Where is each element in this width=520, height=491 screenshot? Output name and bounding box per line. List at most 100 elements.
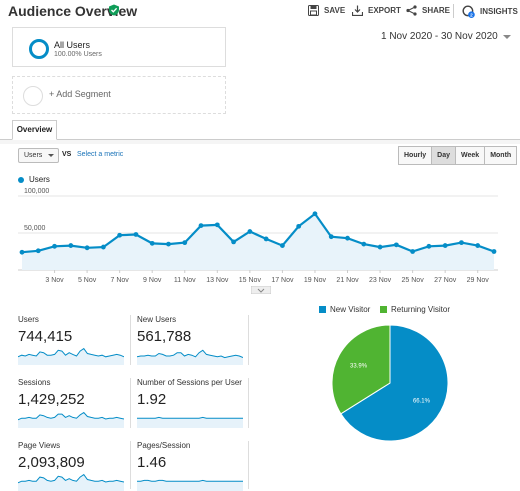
users-area xyxy=(22,213,494,270)
sparkline-area xyxy=(18,348,124,365)
pie-slice[interactable] xyxy=(340,324,449,442)
data-point[interactable] xyxy=(410,249,416,254)
x-tick-label: 27 Nov xyxy=(434,277,457,284)
granularity-month-button[interactable]: Month xyxy=(484,146,518,165)
scorecard[interactable]: Pages/Session 1.46 xyxy=(137,441,249,491)
scorecard-value: 2,093,809 xyxy=(18,454,85,471)
data-point[interactable] xyxy=(393,242,399,248)
sparkline-area xyxy=(137,350,243,365)
add-segment-circle-icon xyxy=(23,86,43,106)
save-label: SAVE xyxy=(324,6,346,15)
data-point[interactable] xyxy=(214,222,220,228)
scorecard[interactable]: Number of Sessions per User 1.92 xyxy=(137,378,249,433)
page-title: Audience Overview xyxy=(8,3,138,19)
data-point[interactable] xyxy=(231,239,236,245)
segment-all-users[interactable]: All Users 100.00% Users xyxy=(12,27,226,67)
scorecard[interactable]: Users 744,415 xyxy=(18,315,130,370)
insights-icon: 2 xyxy=(462,5,475,18)
header-bar: Audience Overview SAVE EXPORT SHARE 2 IN… xyxy=(0,0,520,22)
data-point[interactable] xyxy=(312,211,318,217)
card-divider xyxy=(130,441,131,489)
sparkline-line xyxy=(137,416,243,419)
data-point[interactable] xyxy=(182,240,188,246)
data-point[interactable] xyxy=(68,243,74,248)
sparkline xyxy=(18,473,124,491)
data-point[interactable] xyxy=(133,232,139,237)
x-tick-label: 11 Nov xyxy=(174,277,196,284)
data-point[interactable] xyxy=(166,241,171,247)
sparkline-area xyxy=(137,480,243,491)
scorecard[interactable]: Page Views 2,093,809 xyxy=(18,441,130,491)
granularity-day-button[interactable]: Day xyxy=(431,146,457,165)
pie-legend-label: Returning Visitor xyxy=(391,305,450,314)
sparkline-line xyxy=(18,347,124,358)
data-point[interactable] xyxy=(426,243,432,249)
chart-legend: Users xyxy=(18,175,50,184)
data-point[interactable] xyxy=(198,223,204,228)
share-button[interactable]: SHARE xyxy=(406,5,450,16)
scorecard-label: Users xyxy=(18,315,39,324)
data-point[interactable] xyxy=(345,235,350,241)
data-point[interactable] xyxy=(377,244,383,250)
data-point[interactable] xyxy=(149,240,155,246)
y-tick-label: 100,000 xyxy=(24,188,49,195)
data-point[interactable] xyxy=(491,249,497,254)
data-point[interactable] xyxy=(117,232,123,238)
sparkline xyxy=(137,479,243,491)
data-point[interactable] xyxy=(459,240,464,246)
card-divider xyxy=(248,315,249,365)
x-tick-label: 15 Nov xyxy=(239,277,262,284)
y-tick-label: 50,000 xyxy=(24,225,46,232)
tab-overview[interactable]: Overview xyxy=(12,120,57,140)
pie-slice-label: 33.9% xyxy=(350,364,368,370)
legend-series-name: Users xyxy=(29,175,50,184)
data-point[interactable] xyxy=(475,243,481,248)
card-divider xyxy=(130,378,131,428)
collapse-handle[interactable] xyxy=(251,286,271,294)
metric-select-value: Users xyxy=(24,152,43,159)
x-tick-label: 25 Nov xyxy=(402,277,425,284)
pie-slice-label: 66.1% xyxy=(413,398,431,404)
verified-shield-icon xyxy=(109,4,119,16)
x-tick-label: 19 Nov xyxy=(304,277,327,284)
export-button[interactable]: EXPORT xyxy=(352,5,401,16)
scorecard-label: Number of Sessions per User xyxy=(137,378,242,387)
pie-legend-label: New Visitor xyxy=(330,305,371,314)
scorecard-value: 1.92 xyxy=(137,391,167,408)
vs-label: VS xyxy=(62,151,72,158)
date-range-picker[interactable]: 1 Nov 2020 - 30 Nov 2020 xyxy=(381,31,511,42)
visitor-pie-chart: 66.1% 33.9% xyxy=(331,324,449,442)
data-point[interactable] xyxy=(442,243,448,248)
data-point[interactable] xyxy=(52,243,57,249)
card-divider xyxy=(248,441,249,489)
select-metric-link[interactable]: Select a metric xyxy=(77,151,124,158)
data-point[interactable] xyxy=(296,223,302,229)
granularity-week-button[interactable]: Week xyxy=(455,146,486,165)
sparkline-area xyxy=(137,417,243,428)
sparkline xyxy=(137,349,243,365)
export-icon xyxy=(352,5,363,16)
data-point[interactable] xyxy=(263,236,269,242)
sparkline xyxy=(137,416,243,428)
data-point[interactable] xyxy=(19,249,25,255)
data-point[interactable] xyxy=(328,234,334,240)
metric-select[interactable]: Users xyxy=(18,148,59,163)
scorecard[interactable]: New Users 561,788 xyxy=(137,315,249,370)
scorecard-label: Pages/Session xyxy=(137,441,191,450)
x-tick-label: 13 Nov xyxy=(206,277,229,284)
data-point[interactable] xyxy=(361,241,367,247)
date-range-label: 1 Nov 2020 - 30 Nov 2020 xyxy=(381,31,498,42)
data-point[interactable] xyxy=(84,245,90,251)
data-point[interactable] xyxy=(247,229,253,234)
add-segment-button[interactable]: + Add Segment xyxy=(12,76,226,114)
save-button[interactable]: SAVE xyxy=(308,5,345,16)
scorecard-value: 1,429,252 xyxy=(18,391,85,408)
data-point[interactable] xyxy=(100,244,106,250)
scorecard[interactable]: Sessions 1,429,252 xyxy=(18,378,130,433)
data-point[interactable] xyxy=(280,243,285,248)
granularity-hourly-button[interactable]: Hourly xyxy=(398,146,433,165)
insights-button[interactable]: 2 INSIGHTS xyxy=(462,5,518,18)
pie-slice[interactable] xyxy=(331,324,391,415)
sparkline-line xyxy=(137,349,243,359)
data-point[interactable] xyxy=(35,248,41,254)
